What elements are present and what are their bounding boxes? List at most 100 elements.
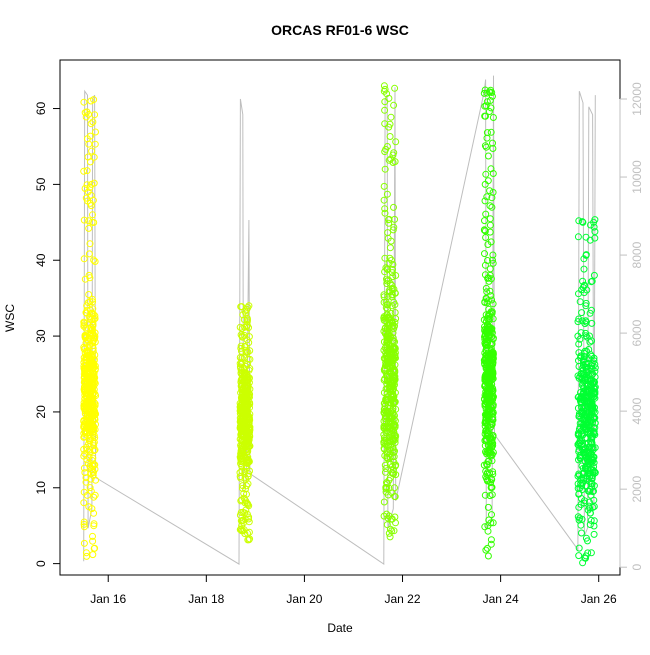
data-point [90,447,98,455]
data-point [244,480,252,488]
data-point [86,240,94,248]
data-point [386,525,394,533]
data-point [380,298,388,306]
data-point [582,251,590,259]
data-point [388,293,396,301]
data-point [384,449,392,457]
y-tick-label: 0 [34,560,48,567]
y-axis-label: WSC [3,304,17,332]
data-point [588,352,596,360]
data-point [90,334,97,342]
data-point [575,439,583,447]
data-point [80,167,88,175]
data-point [581,402,589,410]
data-point [390,223,398,231]
data-point [574,393,582,401]
data-point [386,133,394,140]
data-point [91,461,99,469]
data-point [589,466,597,474]
data-point [246,347,254,355]
data-point [87,487,95,495]
data-point [481,86,489,94]
data-point [576,452,584,460]
data-point [576,455,584,463]
data-point [484,406,492,414]
data-point [485,317,493,325]
data-point [587,221,594,229]
data-point [380,196,388,204]
data-point [581,320,589,328]
data-point [481,142,489,150]
data-point [91,140,99,148]
data-point [386,244,394,252]
data-point [485,277,493,285]
data-point [481,376,489,384]
data-point [390,422,397,430]
data-point [383,453,391,461]
data-point [483,461,491,469]
data-point [582,366,590,374]
data-point [389,425,397,433]
data-point [587,431,595,438]
data-point [380,417,388,425]
y-tick-label: 40 [34,253,48,267]
data-point [383,280,391,288]
data-point [485,108,493,115]
data-point [488,442,495,450]
data-point [90,493,98,501]
data-point [574,513,582,521]
data-point [237,517,245,525]
data-point [588,399,596,407]
data-point [386,414,394,422]
data-point [89,454,97,462]
data-point [381,461,389,469]
data-point [587,549,595,557]
data-point [481,250,488,258]
data-point [85,250,93,258]
data-point [488,420,496,428]
data-point [383,371,391,379]
data-point [385,383,393,391]
data-point [582,482,590,490]
data-point [241,370,249,378]
chart-title: ORCAS RF01-6 WSC [271,22,409,38]
data-point [241,343,249,351]
data-point [488,89,496,96]
data-point [484,241,492,248]
data-point [89,439,97,447]
data-point [242,464,250,472]
data-point [381,165,389,173]
data-point [580,388,588,396]
data-point [383,143,391,150]
data-point [84,325,92,333]
data-point [80,445,88,453]
points-layer [80,82,599,567]
data-point [575,544,583,552]
data-point [482,448,489,456]
data-point [91,258,99,265]
data-point [582,552,590,560]
data-point [582,233,590,241]
data-point [89,532,96,540]
data-point [389,322,397,330]
data-point [586,384,593,392]
data-point [81,334,89,342]
data-point [481,261,489,269]
data-point [242,416,249,424]
data-point [90,509,98,517]
data-point [484,339,492,347]
data-point [390,377,398,384]
data-point [387,113,395,121]
data-point [581,353,588,361]
data-point [383,90,391,98]
data-point [578,529,585,537]
data-point [244,472,252,480]
data-point [80,321,88,329]
data-point [391,84,399,92]
data-point [482,338,490,346]
data-point [383,480,391,488]
data-point [577,329,585,337]
data-point [384,491,392,499]
data-point [482,102,490,110]
data-point [236,323,244,331]
